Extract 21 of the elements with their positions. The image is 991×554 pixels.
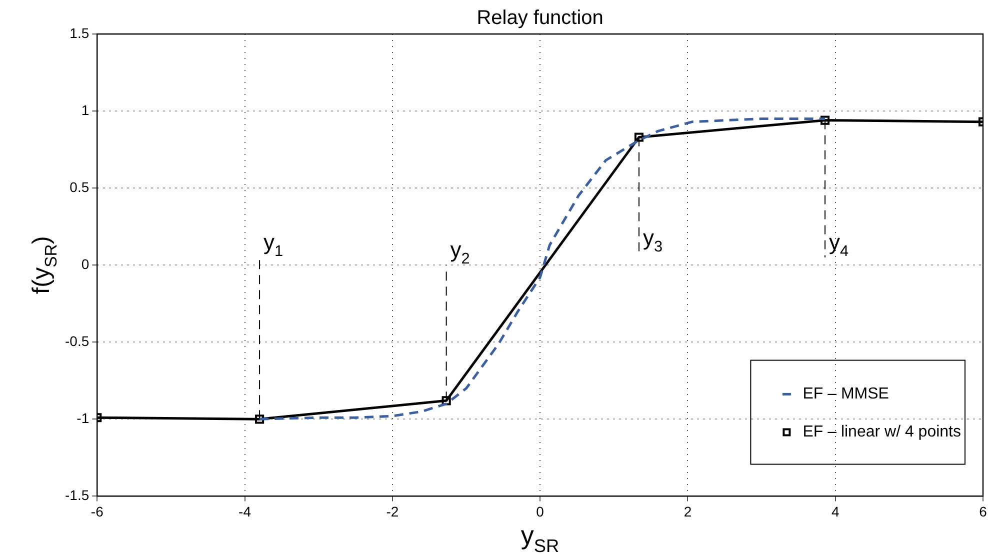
y-axis-title: f(ySR) <box>28 236 60 294</box>
y-tick-label: 1.5 <box>70 24 90 41</box>
y-tick-label: -1 <box>76 410 90 426</box>
point <box>634 132 644 142</box>
y-tick-label: 0 <box>81 256 90 272</box>
x-tick-label: 2 <box>684 503 692 520</box>
point <box>442 396 451 406</box>
x-tick-label: 6 <box>979 503 988 520</box>
x-tick-label: -6 <box>90 503 104 520</box>
y-tick-label: -1.5 <box>65 487 90 504</box>
x-tick-label: 0 <box>536 503 544 520</box>
chart-title: Relay function <box>476 7 604 29</box>
point <box>255 414 264 424</box>
x-tick-label: 4 <box>831 503 840 520</box>
y-tick-label: 1 <box>81 102 90 118</box>
y-tick-label: 0.5 <box>70 178 90 195</box>
y-tick-label: -0.5 <box>65 332 90 349</box>
legend-label: EF – MMSE <box>802 386 889 403</box>
x-tick-label: -2 <box>386 503 399 520</box>
legend-label: EF – linear w/ 4 points <box>802 424 961 441</box>
x-tick-label: -4 <box>238 503 252 520</box>
